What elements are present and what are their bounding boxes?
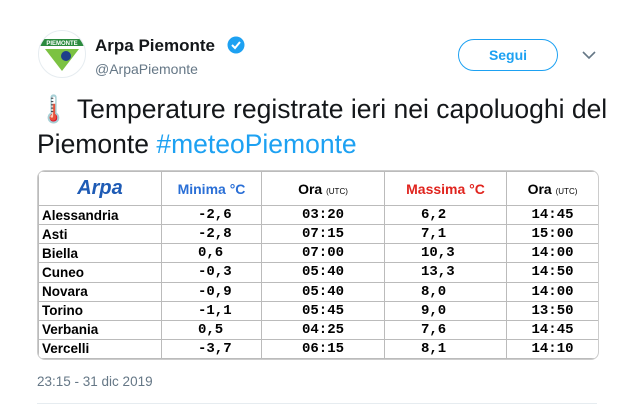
cell: 06:15 [261, 338, 385, 359]
column-header: Ora (UTC) [261, 171, 385, 206]
table-row: Alessandria -2,6 03:20 6,2 14:45 [38, 204, 598, 226]
emoji: 🌡️ [37, 94, 70, 124]
cell: 0,5 [161, 319, 262, 340]
column-title: Ora [298, 180, 323, 197]
unit: (UTC) [555, 186, 578, 196]
avatar-label: PIEMONTE [46, 41, 77, 47]
cell: 7,1 [384, 224, 507, 245]
avatar-logo: PIEMONTE [39, 39, 85, 71]
cell: -0,3 [161, 262, 262, 283]
cell: 03:20 [261, 204, 385, 226]
dot [61, 51, 71, 61]
cell: 13,3 [384, 262, 507, 283]
cell: 10,3 [384, 243, 507, 264]
table-row: Vercelli -3,7 06:15 8,1 14:10 [38, 338, 598, 359]
column-header: Ora (UTC) [506, 171, 598, 206]
city: Vercelli [38, 338, 162, 359]
table-image[interactable]: Arpa Minima °C Ora (UTC) Massima °C Ora (UT… [37, 170, 599, 360]
divider [37, 403, 597, 404]
cell: 05:40 [261, 262, 385, 283]
cell: 14:00 [506, 243, 598, 264]
cell: -1,1 [161, 300, 262, 321]
text: Temperature registrate ieri nei capoluog… [37, 94, 608, 159]
table-row: Asti -2,8 07:15 7,1 15:00 [38, 224, 598, 245]
cell: -3,7 [161, 338, 262, 359]
table-row: Biella 0,6 07:00 10,3 14:00 [38, 243, 598, 264]
city: Verbania [38, 319, 162, 340]
band [39, 39, 85, 46]
user-handle[interactable]: @ArpaPiemonte [95, 61, 198, 77]
temperature-table: Arpa Minima °C Ora (UTC) Massima °C Ora (UT… [38, 171, 598, 359]
logo: Arpa [38, 171, 162, 206]
column-title: Minima °C [177, 180, 246, 197]
column-title: Massima °C [406, 180, 485, 197]
header-row: Arpa Minima °C Ora (UTC) Massima °C Ora (UT… [38, 171, 598, 206]
cell: 07:15 [261, 224, 385, 245]
cell: 7,6 [384, 319, 507, 340]
cell: 8,0 [384, 281, 507, 302]
cell: 14:00 [506, 281, 598, 302]
cell: -2,6 [161, 204, 262, 226]
table-row: Novara -0,9 05:40 8,0 14:00 [38, 281, 598, 302]
column-header: Massima °C [384, 171, 507, 206]
cell: 04:25 [261, 319, 385, 340]
city: Cuneo [38, 262, 162, 283]
cell: 05:40 [261, 281, 385, 302]
city: Novara [38, 281, 162, 302]
avatar[interactable]: PIEMONTE [38, 30, 86, 78]
city: Alessandria [38, 204, 162, 226]
cell: 9,0 [384, 300, 507, 321]
cell: 14:45 [506, 319, 598, 340]
timestamp[interactable]: 23:15 - 31 dic 2019 [37, 374, 153, 389]
cell: 0,6 [161, 243, 262, 264]
user-name[interactable]: Arpa Piemonte [95, 36, 215, 55]
cell: 6,2 [384, 204, 507, 226]
tweet-text: 🌡️ Temperature registrate ieri nei capol… [37, 92, 627, 162]
cell: -2,8 [161, 224, 262, 245]
city: Asti [38, 224, 162, 245]
table-row: Verbania 0,5 04:25 7,6 14:45 [38, 319, 598, 340]
table-row: Cuneo -0,3 05:40 13,3 14:50 [38, 262, 598, 283]
cell: 07:00 [261, 243, 385, 264]
cell: 13:50 [506, 300, 598, 321]
cell: 14:50 [506, 262, 598, 283]
menu-chevron[interactable] [582, 50, 596, 60]
hashtag[interactable]: #meteoPiemonte [156, 129, 357, 159]
unit: (UTC) [326, 186, 348, 196]
verified-badge [227, 36, 245, 54]
column-header: Minima °C [161, 171, 262, 206]
cell: -0,9 [161, 281, 262, 302]
city: Torino [38, 300, 162, 321]
cell: 8,1 [384, 338, 507, 359]
table-row: Torino -1,1 05:45 9,0 13:50 [38, 300, 598, 321]
cell: 14:45 [506, 204, 598, 226]
follow-button[interactable]: Segui [458, 39, 558, 71]
cell: 14:10 [506, 338, 598, 359]
cell: 05:45 [261, 300, 385, 321]
column-title: Ora [527, 180, 552, 197]
city: Biella [38, 243, 162, 264]
shield [45, 49, 79, 71]
cell: 15:00 [506, 224, 598, 245]
